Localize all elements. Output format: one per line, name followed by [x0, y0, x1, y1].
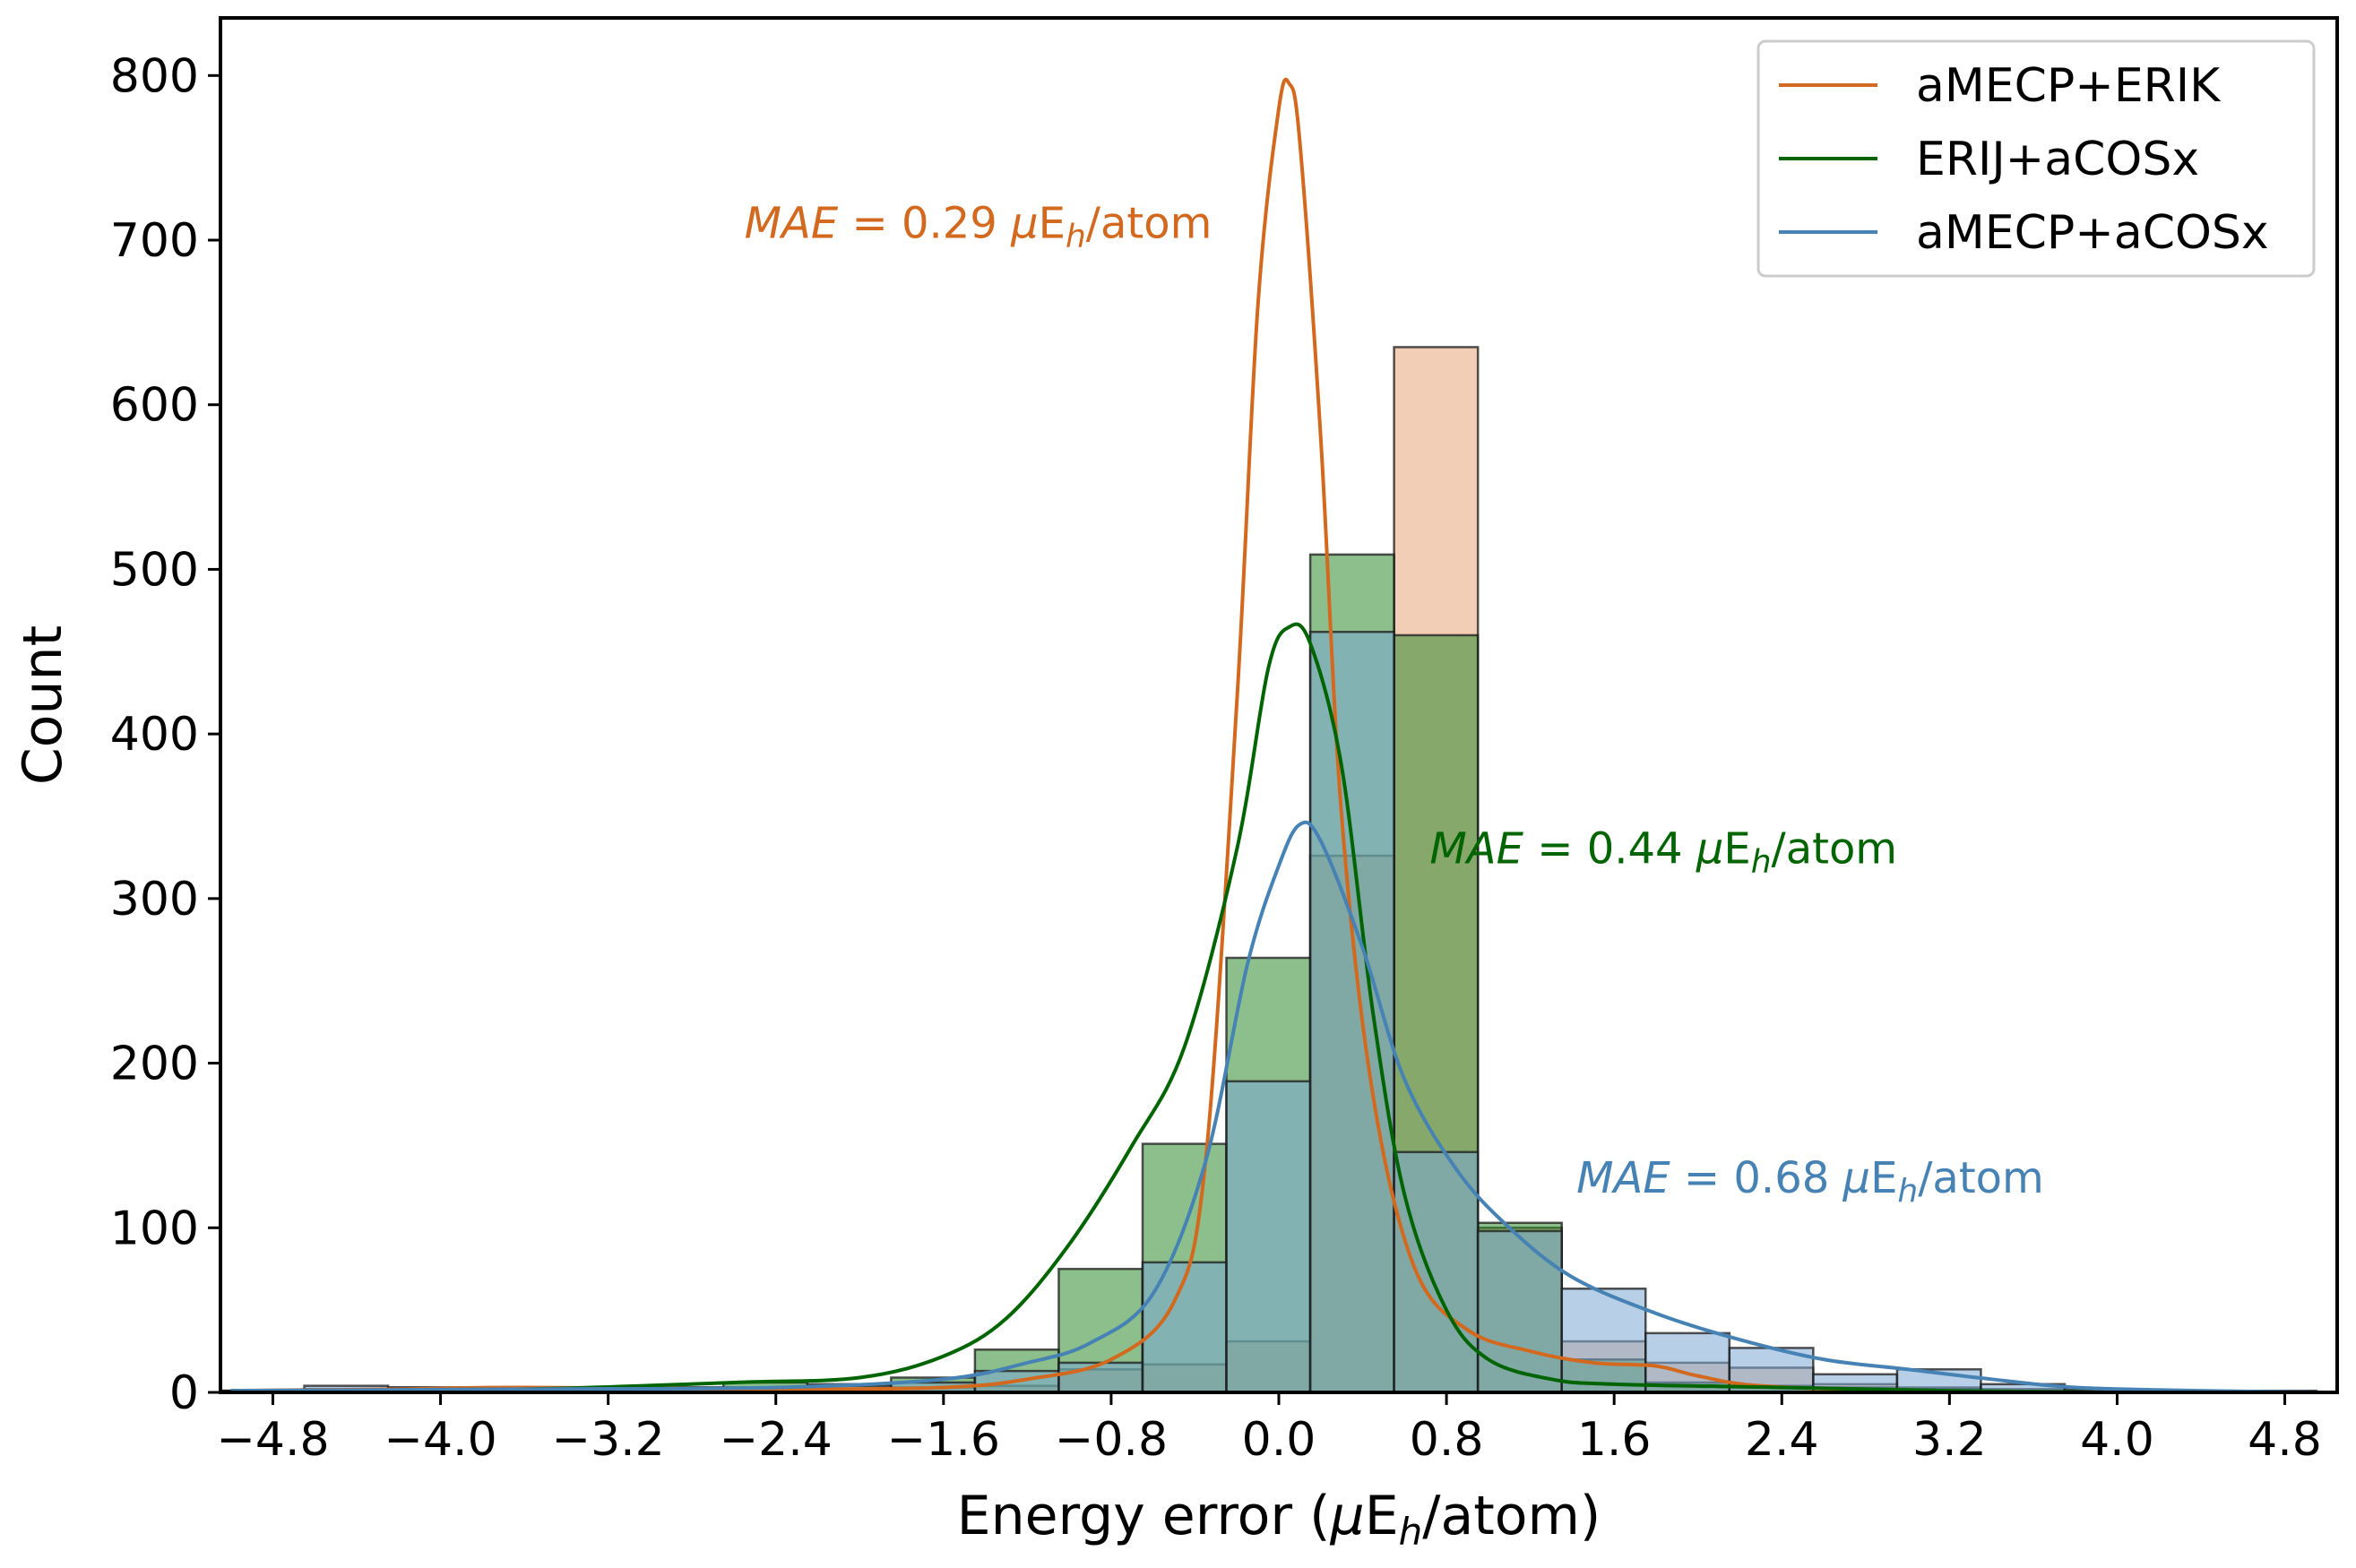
kde-line-amecp-erik: [230, 77, 2118, 1394]
legend-label-erij-acosx: ERIJ+aCOSx: [1916, 133, 2199, 186]
mae-label-amecp-erik: MAE = 0.29 μEh/atom: [745, 199, 1213, 255]
bar-amecp-acosx-12: [1225, 1080, 1312, 1394]
histogram-bars: [219, 346, 2317, 1394]
y-tick-label: 0: [169, 1366, 199, 1420]
x-axis-title: Energy error (μEh/atom): [957, 1485, 1601, 1554]
x-tick-label: −4.0: [384, 1413, 496, 1467]
y-tick-label: 800: [110, 49, 199, 103]
x-tick-label: 4.0: [2080, 1413, 2154, 1467]
x-tick-label: 4.8: [2248, 1413, 2322, 1467]
legend: aMECP+ERIK ERIJ+aCOSx aMECP+aCOSx: [1756, 39, 2316, 278]
y-tick-label: 600: [110, 379, 199, 433]
y-tick-label: 500: [110, 543, 199, 597]
y-tick-label: 300: [110, 873, 199, 926]
legend-label-amecp-acosx: aMECP+aCOSx: [1916, 206, 2269, 260]
y-axis-title: Count: [12, 625, 74, 785]
x-tick-label: 0.0: [1242, 1413, 1316, 1467]
bar-amecp-acosx-14: [1393, 1150, 1480, 1394]
bar-amecp-acosx-17: [1644, 1331, 1731, 1394]
x-tick-label: −1.6: [887, 1413, 1000, 1467]
y-tick-label: 100: [110, 1202, 199, 1255]
x-tick-label: 2.4: [1745, 1413, 1819, 1467]
legend-label-amecp-erik: aMECP+ERIK: [1916, 59, 2222, 113]
y-tick-label: 200: [110, 1038, 199, 1091]
x-tick-label: 1.6: [1577, 1413, 1652, 1467]
x-tick-label: −0.8: [1055, 1413, 1168, 1467]
x-tick-label: −3.2: [552, 1413, 665, 1467]
bar-amecp-acosx-15: [1476, 1229, 1563, 1394]
x-tick-label: −4.8: [216, 1413, 329, 1467]
kde-line-amecp-acosx: [230, 820, 2327, 1394]
y-tick-label: 700: [110, 214, 199, 268]
mae-label-erij-acosx: MAE = 0.44 μEh/atom: [1429, 824, 1897, 881]
x-tick-label: 0.8: [1410, 1413, 1484, 1467]
bar-amecp-acosx-13: [1308, 630, 1395, 1394]
y-axis-ticks: 0 100 200 300 400 500 600 700 800: [110, 49, 220, 1420]
bar-amecp-acosx-10: [1057, 1361, 1144, 1394]
kde-curves: [230, 77, 2327, 1394]
x-tick-label: 3.2: [1912, 1413, 1987, 1467]
mae-annotations: MAE = 0.29 μEh/atom MAE = 0.44 μEh/atom …: [745, 199, 2044, 1210]
x-axis-ticks: −4.8 −4.0 −3.2 −2.4 −1.6 −0.8 0.0 0.8 1.6 2.4 3.2 4…: [216, 1392, 2322, 1467]
legend-box: [1756, 39, 2316, 278]
y-tick-label: 400: [110, 708, 199, 762]
mae-label-amecp-acosx: MAE = 0.68 μEh/atom: [1576, 1153, 2044, 1210]
bar-amecp-acosx-16: [1560, 1288, 1647, 1394]
kde-line-erij-acosx: [230, 622, 2118, 1394]
x-tick-label: −2.4: [720, 1413, 833, 1467]
